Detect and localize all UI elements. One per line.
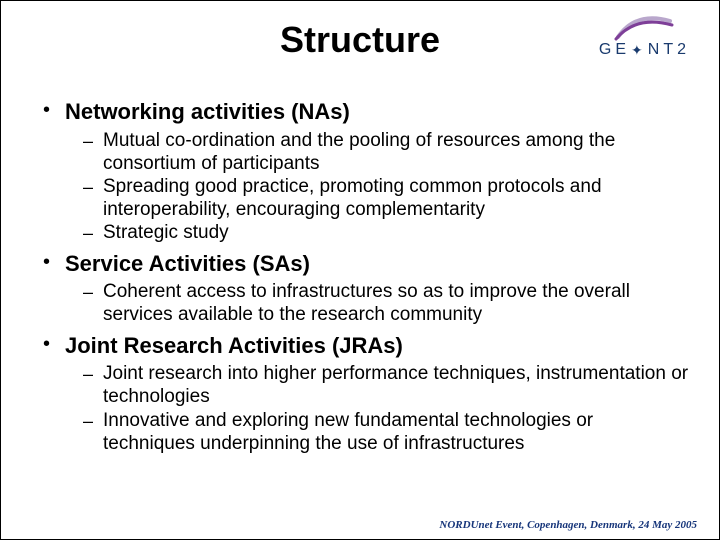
list-item: Service Activities (SAs) Coherent access… xyxy=(37,249,689,327)
slide-title: Structure xyxy=(31,19,689,61)
list-item: Joint research into higher performance t… xyxy=(83,362,689,408)
geant2-logo: G E ✦ N T 2 xyxy=(599,15,689,59)
sub-bullet-text: Joint research into higher performance t… xyxy=(103,362,689,408)
logo-letter: T xyxy=(663,41,676,59)
sub-list: Coherent access to infrastructures so as… xyxy=(65,280,689,326)
list-item: Joint Research Activities (JRAs) Joint r… xyxy=(37,331,689,455)
slide-container: Structure G E ✦ N T 2 Networking activit… xyxy=(0,0,720,540)
logo-letter: N xyxy=(648,41,663,59)
header-row: Structure G E ✦ N T 2 xyxy=(31,19,689,89)
logo-letter: 2 xyxy=(677,41,689,59)
sub-bullet-text: Coherent access to infrastructures so as… xyxy=(103,280,689,326)
bullet-heading: Service Activities (SAs) xyxy=(65,249,689,279)
logo-letter: G xyxy=(599,41,614,59)
list-item: Strategic study xyxy=(83,221,689,244)
sub-bullet-text: Mutual co-ordination and the pooling of … xyxy=(103,129,689,175)
list-item: Coherent access to infrastructures so as… xyxy=(83,280,689,326)
logo-swoosh-icon xyxy=(614,15,674,43)
list-item: Networking activities (NAs) Mutual co-or… xyxy=(37,97,689,245)
logo-text: G E ✦ N T 2 xyxy=(599,41,689,59)
sub-list: Joint research into higher performance t… xyxy=(65,362,689,455)
list-item: Spreading good practice, promoting commo… xyxy=(83,175,689,221)
sub-bullet-text: Strategic study xyxy=(103,221,689,244)
logo-star-icon: ✦ xyxy=(631,42,646,59)
bullet-list: Networking activities (NAs) Mutual co-or… xyxy=(37,97,689,455)
footer-text: NORDUnet Event, Copenhagen, Denmark, 24 … xyxy=(439,519,697,531)
sub-bullet-text: Innovative and exploring new fundamental… xyxy=(103,409,689,455)
bullet-heading: Joint Research Activities (JRAs) xyxy=(65,331,689,361)
list-item: Innovative and exploring new fundamental… xyxy=(83,409,689,455)
content-area: Networking activities (NAs) Mutual co-or… xyxy=(31,97,689,455)
sub-list: Mutual co-ordination and the pooling of … xyxy=(65,129,689,245)
bullet-heading: Networking activities (NAs) xyxy=(65,97,689,127)
sub-bullet-text: Spreading good practice, promoting commo… xyxy=(103,175,689,221)
list-item: Mutual co-ordination and the pooling of … xyxy=(83,129,689,175)
logo-letter: E xyxy=(615,41,629,59)
